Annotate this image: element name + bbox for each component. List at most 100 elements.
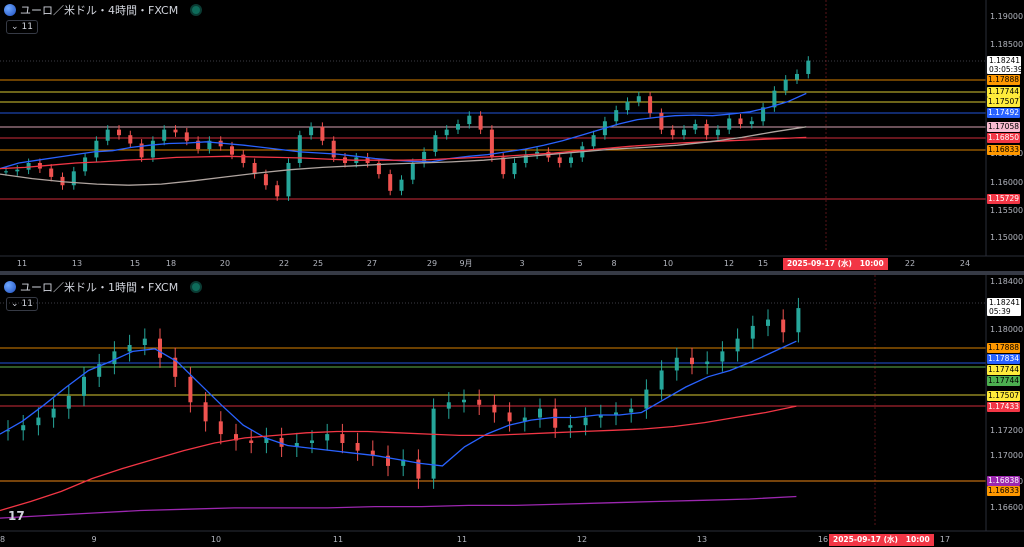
candle <box>241 154 246 163</box>
candle <box>94 140 99 158</box>
candle <box>275 185 280 197</box>
level-price-tag: 1.17507 <box>987 391 1020 401</box>
candle <box>51 408 56 418</box>
ema_slow-line <box>0 405 797 512</box>
price-tick-label: 1.18500 <box>990 40 1023 49</box>
candle <box>766 319 770 326</box>
level-price-tag: 1.17888 <box>987 343 1020 353</box>
candle <box>331 140 336 158</box>
level-price-tag: 1.16833 <box>987 486 1020 496</box>
candle <box>462 399 466 403</box>
candle <box>625 101 630 111</box>
countdown-4h: 03:05:39 <box>989 65 1023 74</box>
chart-pane-1h[interactable]: 1.184001.180001.172001.170001.168001.166… <box>0 275 1024 547</box>
indicator-toggle-4h[interactable]: ⌄ 11 <box>6 20 38 34</box>
candle <box>399 179 404 191</box>
candle <box>583 417 588 426</box>
candle <box>309 126 314 136</box>
candle <box>553 408 558 428</box>
level-price-tag: 1.17433 <box>987 402 1020 412</box>
time-tick-label: 29 <box>427 259 437 268</box>
time-tick-label: 22 <box>905 259 915 268</box>
candle <box>230 146 234 155</box>
candle <box>648 96 653 113</box>
candle <box>720 351 725 362</box>
candle <box>557 157 562 163</box>
time-tick-label: 13 <box>697 535 707 544</box>
candle <box>173 357 178 377</box>
candle <box>249 440 254 443</box>
candle <box>507 412 512 422</box>
time-axis: 1113151820222527299月358101215192224 <box>0 255 1024 268</box>
candle <box>234 434 238 441</box>
sma_long-line <box>0 126 807 186</box>
level-price-tag: 1.16850 <box>987 133 1020 143</box>
chart-pane-4h[interactable]: 1.190001.185001.165001.160001.155001.150… <box>0 0 1024 271</box>
candle <box>252 162 257 175</box>
candle <box>444 129 449 136</box>
candle <box>704 124 709 136</box>
chart-canvas-1h[interactable]: 1.184001.180001.172001.170001.168001.166… <box>0 275 1024 547</box>
candle <box>203 402 208 422</box>
pane-separator[interactable] <box>0 271 1024 275</box>
candle <box>659 370 664 390</box>
candle <box>386 455 390 466</box>
candle <box>142 338 147 345</box>
level-price-tag: 1.17744 <box>987 376 1020 386</box>
candle <box>670 129 675 136</box>
time-tick-label: 9 <box>91 535 96 544</box>
candle <box>97 364 102 377</box>
crosshair-date-1h: 2025-09-17 (水) 10:00 <box>829 534 934 546</box>
candle <box>761 107 766 122</box>
candle <box>173 129 178 133</box>
candle <box>422 151 427 163</box>
candle <box>433 135 438 152</box>
symbol-legend-1h[interactable]: ユーロ／米ドル・1時間・FXCM <box>4 279 203 295</box>
candle <box>522 417 527 422</box>
chart-canvas-4h[interactable]: 1.190001.185001.165001.160001.155001.150… <box>0 0 1024 271</box>
time-tick-label: 22 <box>279 259 289 268</box>
candle <box>117 129 121 136</box>
symbol-title-1h: ユーロ／米ドル・1時間・FXCM <box>20 281 179 294</box>
candle <box>538 408 542 418</box>
candle <box>727 118 732 130</box>
candle <box>614 412 618 415</box>
candle <box>162 129 167 141</box>
candle <box>401 459 406 466</box>
candle <box>467 115 472 125</box>
time-tick-label: 15 <box>758 259 768 268</box>
symbol-legend-4h[interactable]: ユーロ／米ドル・4時間・FXCM <box>4 2 203 18</box>
symbol-title-4h: ユーロ／米ドル・4時間・FXCM <box>20 4 179 17</box>
level-price-tag: 1.17507 <box>987 97 1020 107</box>
candle <box>489 129 494 158</box>
price-tick-label: 1.18400 <box>990 277 1023 286</box>
time-tick-label: 10 <box>211 535 221 544</box>
candle <box>568 425 573 428</box>
candle <box>127 345 132 352</box>
price-tick-label: 1.17200 <box>990 426 1023 435</box>
candle <box>370 450 375 456</box>
candle <box>781 319 786 333</box>
candle <box>535 151 540 155</box>
tradingview-logo[interactable]: 17 <box>8 509 25 523</box>
time-tick-label: 16 <box>818 535 828 544</box>
last-price-label-1h: 1.18241 05:39 <box>987 298 1021 316</box>
candle <box>82 376 86 396</box>
time-tick-label: 11 <box>457 535 467 544</box>
time-tick-label: 24 <box>960 259 970 268</box>
candle <box>310 440 314 443</box>
level-price-tag: 1.17744 <box>987 365 1020 375</box>
candle <box>569 157 573 163</box>
time-tick-label: 18 <box>166 259 176 268</box>
candle <box>49 168 54 177</box>
candle <box>26 162 31 170</box>
candle <box>21 425 26 431</box>
candle <box>644 389 649 409</box>
indicator-toggle-1h[interactable]: ⌄ 11 <box>6 297 38 311</box>
candle <box>355 443 360 451</box>
last-price-4h: 1.18241 <box>989 56 1021 65</box>
time-tick-label: 17 <box>940 535 950 544</box>
level-price-tag: 1.16838 <box>987 476 1020 486</box>
time-tick-label: 12 <box>577 535 587 544</box>
candle <box>614 110 619 122</box>
